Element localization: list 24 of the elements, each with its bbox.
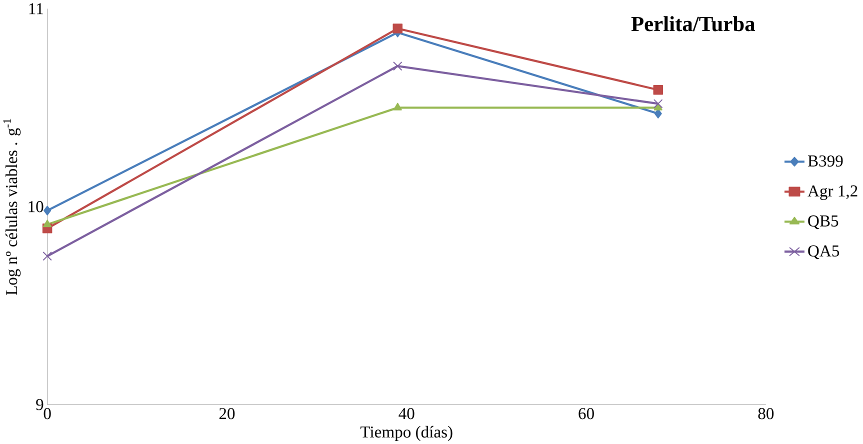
y-tick-label: 9 [36, 398, 44, 410]
y-tick-label: 10 [28, 200, 44, 212]
point [653, 84, 664, 95]
x-tick-label: 0 [44, 408, 51, 420]
point [393, 61, 402, 71]
legend-label: QA5 [808, 245, 840, 259]
point [654, 108, 662, 118]
legend-label: QB5 [808, 215, 838, 229]
x-tick-label: 40 [398, 408, 414, 420]
legend-label: Agr 1,2 [808, 185, 858, 200]
point [392, 24, 403, 34]
y-axis-title: Log nº células viables . g$^{-1}$ [3, 118, 21, 295]
point [42, 251, 52, 261]
chart-title: Perlita/Turba [631, 16, 755, 32]
point [654, 99, 663, 108]
x-tick-label: 80 [758, 408, 774, 420]
y-tick-label: 11 [29, 3, 43, 14]
legend-label: B399 [808, 155, 843, 166]
x-tick-label: 20 [219, 408, 235, 420]
point [393, 102, 402, 110]
x-tick-label: 60 [578, 408, 594, 420]
point [44, 206, 52, 216]
x-axis-title: Tiempo (días) [360, 426, 452, 441]
point [43, 219, 52, 228]
